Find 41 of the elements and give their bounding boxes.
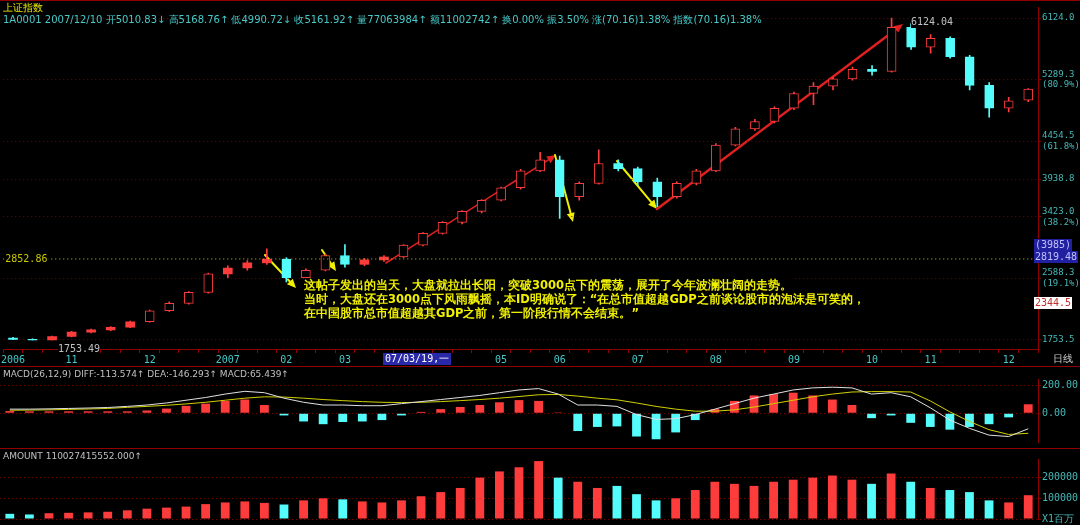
y-tick-label: 3938.8 xyxy=(1042,173,1075,184)
x-tick-label: 05 xyxy=(495,353,508,365)
annotation: 这帖子发出的当天，大盘就拉出长阳，突破3000点下的震荡，展开了今年波澜壮阔的走势。 xyxy=(304,278,793,292)
y-tick-label: 5289.3 (80.9%) xyxy=(1042,68,1080,90)
x-tick-label: 12 xyxy=(1002,353,1015,365)
x-tick-label: 07 xyxy=(631,353,644,365)
y-tick-label: 100000 xyxy=(1042,491,1079,503)
text: 07/03/19,一 xyxy=(383,353,452,365)
chart-title: 上证指数 xyxy=(3,2,43,14)
annotation: (3985) xyxy=(1034,239,1073,251)
annotation: 2344.5 xyxy=(1034,297,1073,309)
y-tick-label: 200.00 xyxy=(1042,379,1079,391)
annotation: 2819.48 xyxy=(1034,251,1079,263)
text: 日线 xyxy=(1053,353,1073,365)
y-tick-label: 1753.5 xyxy=(1042,334,1075,345)
annotation: 在中国股市总市值超越其GDP之前，第一阶段行情不会结束。” xyxy=(304,306,639,320)
x-tick-label: 06 xyxy=(553,353,566,365)
y-tick-label: 3423.0 (38.2%) xyxy=(1042,205,1080,227)
x-tick-label: 12 xyxy=(143,353,156,365)
x-tick-label: 09 xyxy=(787,353,800,365)
annotation: 1753.49 xyxy=(58,343,101,355)
annotation: 6124.04 xyxy=(911,16,954,28)
x-tick-label: 10 xyxy=(866,353,879,365)
x-tick-label: 03 xyxy=(338,353,351,365)
x-tick-label: 02 xyxy=(280,353,293,365)
text: 1A0001 2007/12/10 开5010.83↓ 高5168.76↑ 低4990.72↓ 收5161.92↑ 量77063984↑ 额11002742↑ 换0.00% 振3.50% 涨(70.16)1.38% 指数(70.16)1.38% xyxy=(3,14,762,26)
x-tick-label: 2007 xyxy=(215,353,240,365)
chart-title: AMOUNT 110027415552.000↑ xyxy=(3,450,142,462)
x-tick-label: 11 xyxy=(65,353,78,365)
y-tick-label: 2588.3 (19.1%) xyxy=(1042,267,1080,289)
x-tick-label: 2006 xyxy=(0,353,26,365)
ref-line-label: 2852.86 xyxy=(5,252,48,264)
y-tick-label: X1百万 xyxy=(1042,512,1075,524)
chart-title: MACD(26,12,9) DIFF:-113.574↑ DEA:-146.293↑ MACD:65.439↑ xyxy=(3,368,289,380)
annotation: 当时，大盘还在3000点下风雨飘摇，本ID明确说了：“在总市值超越GDP之前谈论股市的泡沫是可笑的， xyxy=(304,292,865,306)
x-tick-label: 08 xyxy=(709,353,722,365)
y-tick-label: 6124.0 xyxy=(1042,12,1075,23)
y-tick-label: 4454.5 (61.8%) xyxy=(1042,130,1080,151)
y-tick-label: 0.00 xyxy=(1042,406,1067,418)
y-tick-label: 200000 xyxy=(1042,471,1079,483)
x-tick-label: 11 xyxy=(924,353,937,365)
